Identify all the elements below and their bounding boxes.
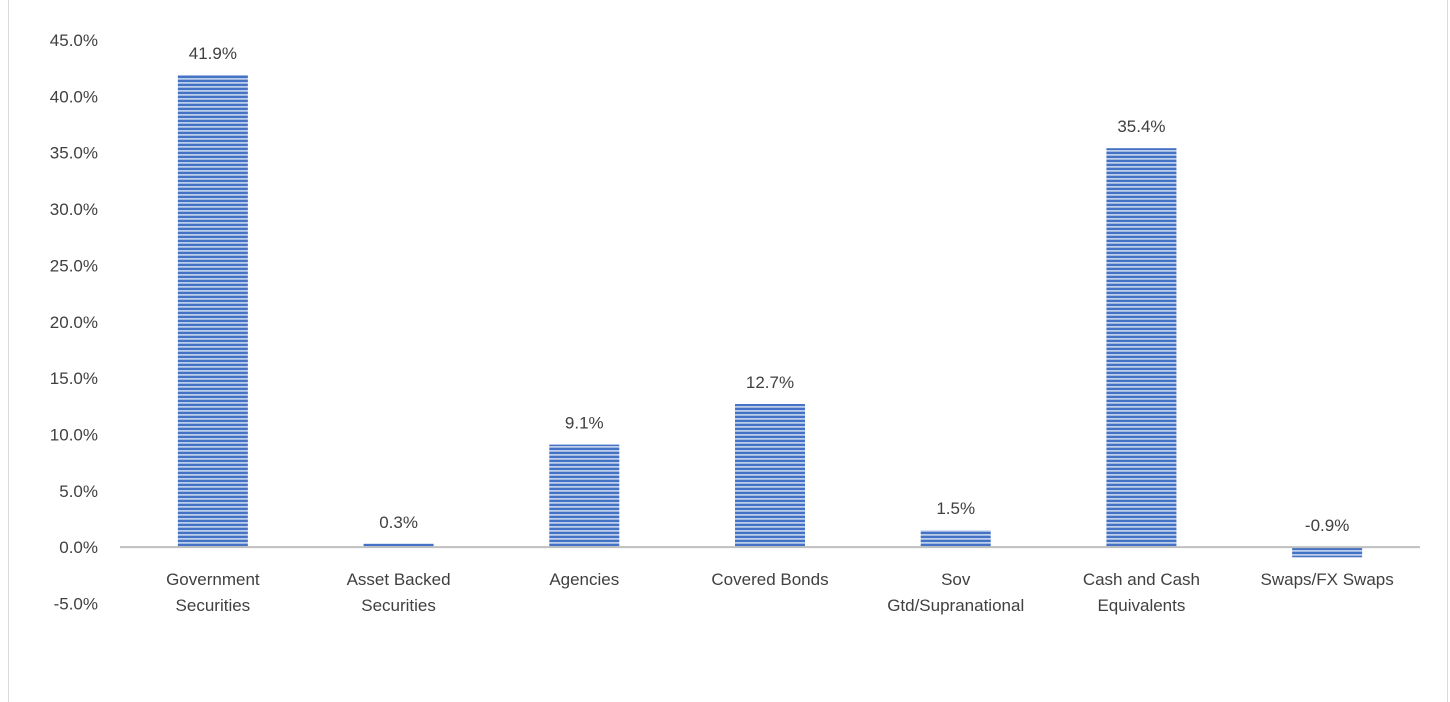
y-tick-label: 5.0% (59, 482, 98, 501)
x-tick-label: Asset Backed Securities (347, 570, 451, 615)
y-tick-label: 35.0% (50, 144, 98, 163)
bar (1292, 547, 1363, 558)
y-tick-label: 45.0% (50, 31, 98, 50)
bar (549, 444, 620, 548)
x-tick-label: Sov Gtd/Supranational (887, 570, 1024, 615)
x-tick-label: Agencies (549, 570, 619, 589)
y-tick-label: 15.0% (50, 369, 98, 388)
bars (177, 74, 1363, 558)
x-tick-label: Government Securities (166, 570, 260, 615)
x-tick-label: Covered Bonds (711, 570, 828, 589)
data-label: 12.7% (746, 373, 794, 392)
bar (735, 404, 805, 548)
y-tick-label: 40.0% (50, 87, 98, 106)
y-tick-label: 10.0% (50, 425, 98, 444)
x-tick-label: Cash and Cash Equivalents (1083, 570, 1200, 615)
y-axis: -5.0% 0.0% 5.0% 10.0% 15.0% 20.0% 25.0% 30.0% 35… (50, 31, 98, 614)
bar (1106, 148, 1177, 548)
data-label: 35.4% (1117, 117, 1165, 136)
y-tick-label: 0.0% (59, 538, 98, 557)
y-tick-label: 20.0% (50, 313, 98, 332)
data-label: 9.1% (565, 414, 604, 433)
y-tick-label: 25.0% (50, 256, 98, 275)
data-labels: 41.9% 0.3% 9.1% 12.7% 1.5% 35.4% -0.9% (189, 44, 1350, 535)
chart-frame (8, 0, 1448, 702)
y-tick-label: -5.0% (54, 595, 98, 614)
data-label: -0.9% (1305, 516, 1349, 535)
data-label: 1.5% (936, 499, 975, 518)
data-label: 41.9% (189, 44, 237, 63)
x-tick-label: Swaps/FX Swaps (1261, 570, 1394, 589)
bar (920, 530, 991, 548)
y-tick-label: 30.0% (50, 200, 98, 219)
x-axis: Government Securities Asset Backed Securiti… (166, 570, 1394, 615)
bar (363, 543, 434, 548)
data-label: 0.3% (379, 513, 418, 532)
bar (177, 74, 248, 548)
